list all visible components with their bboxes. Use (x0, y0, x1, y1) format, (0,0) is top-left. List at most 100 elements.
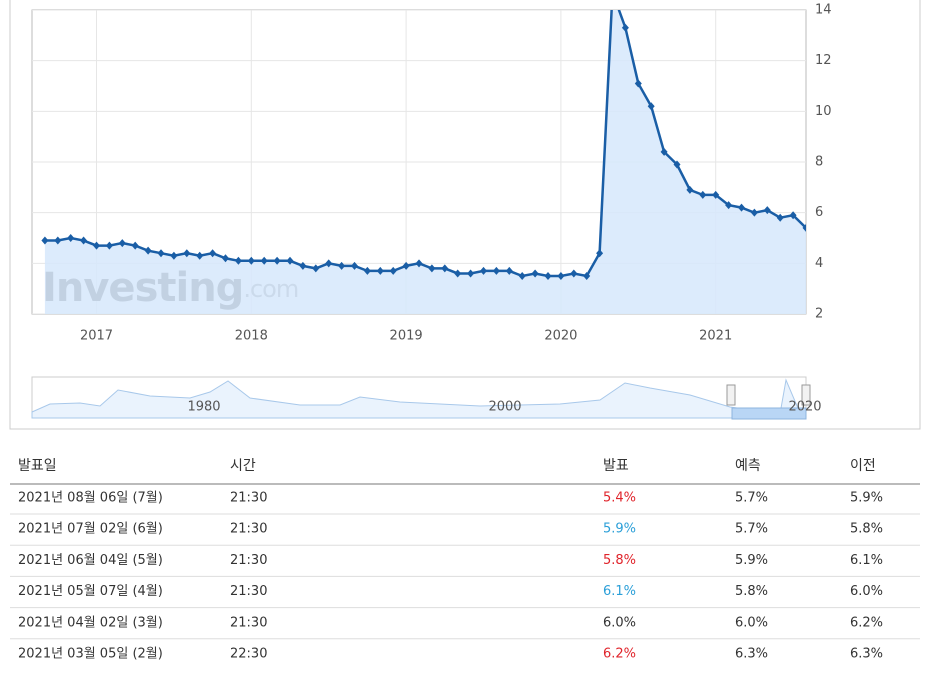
marker (260, 256, 268, 265)
marker (222, 254, 229, 263)
table: 발표일 시간 발표 예측 이전 2021년 08월 06일 (7월) 21:30 5.4% 5.… (10, 458, 920, 662)
marker (209, 249, 217, 258)
marker (505, 266, 513, 275)
marker (118, 239, 126, 248)
y-tick-label: 12 (815, 53, 832, 68)
marker (389, 266, 397, 275)
marker (467, 269, 475, 278)
marker (660, 147, 668, 156)
marker (492, 266, 500, 275)
marker (363, 266, 371, 275)
cell: 2021년 08월 06일 (7월) (18, 491, 163, 506)
navigator-handle[interactable] (726, 384, 736, 406)
cell: 21:30 (230, 491, 267, 506)
cell: 5.9% (850, 491, 883, 506)
marker (325, 259, 333, 268)
cell: 5.9% (603, 522, 636, 537)
marker (338, 261, 346, 270)
x-tick-label: 2019 (390, 329, 423, 344)
marker (157, 249, 165, 258)
cell: 22:30 (230, 647, 267, 662)
marker (647, 102, 655, 111)
cell: 6.0% (850, 584, 883, 599)
marker (673, 160, 681, 169)
marker (376, 266, 384, 275)
cell: 6.2% (850, 615, 883, 630)
marker (750, 208, 758, 217)
marker (105, 241, 113, 250)
cell: 5.7% (735, 522, 768, 537)
cell: 2021년 06월 04일 (5월) (18, 553, 163, 568)
marker (131, 241, 139, 250)
marker (286, 256, 294, 265)
marker (299, 261, 307, 270)
cell: 2021년 04월 02일 (3월) (18, 615, 163, 630)
cell: 6.0% (603, 615, 636, 630)
cell: 21:30 (230, 553, 267, 568)
cell: 5.8% (603, 553, 636, 568)
cell: 21:30 (230, 615, 267, 630)
cell: 2021년 07월 02일 (6월) (18, 522, 163, 537)
navigator-label: 2020 (788, 400, 821, 415)
x-tick-label: 2020 (544, 329, 577, 344)
marker (247, 256, 255, 265)
marker (789, 211, 797, 220)
marker (583, 272, 591, 280)
marker (480, 266, 487, 275)
header-cell: 발표일 (18, 458, 57, 474)
cell: 6.1% (850, 553, 883, 568)
cell: 6.3% (850, 647, 883, 662)
x-tick-label: 2017 (80, 329, 113, 344)
marker (596, 249, 604, 258)
cell: 2021년 05월 07일 (4월) (18, 584, 163, 599)
header-cell: 예측 (735, 458, 761, 474)
navigator-handle[interactable] (801, 384, 811, 406)
marker (183, 249, 191, 258)
marker (144, 246, 152, 255)
plot: Investing.com (32, 10, 806, 314)
marker (312, 264, 320, 273)
marker (531, 269, 539, 278)
y-tick-label: 2 (815, 307, 823, 322)
navigator-selection[interactable] (731, 407, 807, 420)
y-tick-label: 6 (815, 205, 823, 220)
cell: 5.7% (735, 491, 768, 506)
navigator-label: 2000 (488, 400, 521, 415)
marker (544, 272, 552, 280)
cell: 2021년 03월 05일 (2월) (18, 647, 163, 662)
y-tick-label: 14 (815, 3, 832, 18)
marker (170, 251, 178, 260)
marker (557, 272, 565, 280)
header-cell: 이전 (850, 458, 876, 474)
marker (518, 272, 526, 280)
cell: 6.0% (735, 615, 768, 630)
marker (41, 236, 49, 245)
marker (621, 23, 629, 32)
cell: 6.3% (735, 647, 768, 662)
marker (54, 236, 62, 245)
marker (196, 251, 204, 260)
marker (234, 256, 242, 265)
marker (776, 213, 784, 222)
marker (712, 190, 720, 199)
header-cell: 발표 (603, 458, 629, 474)
marker (428, 264, 436, 273)
cell: 6.2% (603, 647, 636, 662)
marker (686, 185, 694, 194)
marker (93, 241, 100, 250)
marker (351, 261, 358, 270)
x-tick-label: 2018 (235, 329, 268, 344)
x-tick-label: 2021 (699, 329, 732, 344)
marker (699, 190, 707, 199)
marker (67, 234, 75, 242)
cell: 21:30 (230, 584, 267, 599)
y-tick-label: 4 (815, 256, 823, 271)
area (44, 10, 806, 314)
navigator: 1980 2000 2020 (31, 376, 822, 420)
marker (402, 261, 410, 270)
marker (441, 264, 449, 273)
header-cell: 시간 (230, 458, 256, 474)
marker (415, 259, 423, 268)
